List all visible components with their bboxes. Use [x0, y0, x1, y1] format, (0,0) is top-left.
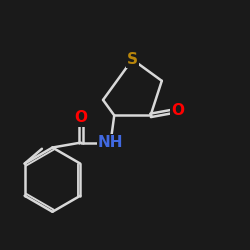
Text: S: S — [127, 52, 138, 67]
Text: O: O — [74, 110, 88, 125]
Text: NH: NH — [98, 135, 123, 150]
Text: O: O — [171, 103, 184, 118]
